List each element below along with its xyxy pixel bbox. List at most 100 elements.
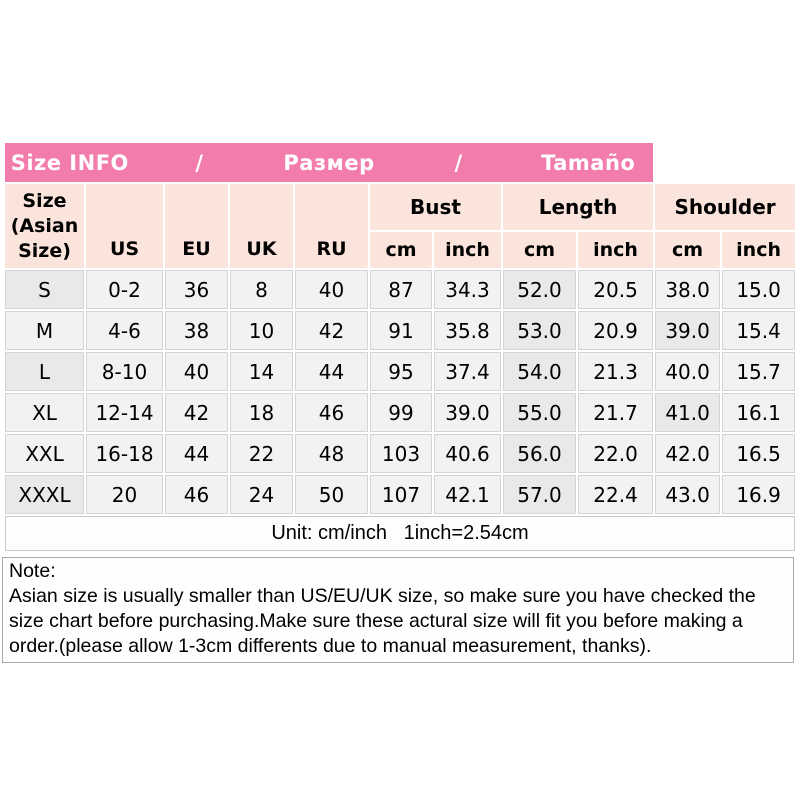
cell-uk: 8 [230, 270, 293, 309]
subheader-length-cm: cm [503, 232, 576, 268]
banner-titles: Size INFO / Размер / Tamaño [5, 143, 653, 182]
cell-eu: 42 [165, 393, 228, 432]
cell-uk: 14 [230, 352, 293, 391]
group-header-row: Size (Asian Size) US EU UK RU Bust Lengt… [5, 184, 796, 268]
unit-header-row: cm inch cm inch cm inch [5, 232, 796, 268]
cell-bust-inch: 37.4 [434, 352, 501, 391]
cell-uk: 24 [230, 475, 293, 514]
cell-ru: 46 [295, 393, 368, 432]
subheader-shoulder-inch: inch [722, 232, 796, 268]
cell-size: S [5, 270, 84, 309]
group-header-bust: Bust [370, 184, 501, 230]
group-header-shoulder: Shoulder [655, 184, 796, 230]
cell-uk: 18 [230, 393, 293, 432]
cell-length-cm: 56.0 [503, 434, 576, 473]
cell-us: 0-2 [86, 270, 163, 309]
cell-us: 12-14 [86, 393, 163, 432]
cell-shoulder-inch: 16.5 [722, 434, 796, 473]
cell-eu: 40 [165, 352, 228, 391]
size-row-s: S 0-2 36 8 40 87 34.3 52.0 20.5 38.0 15.… [5, 270, 796, 309]
size-row-l: L 8-10 40 14 44 95 37.4 54.0 21.3 40.0 1… [5, 352, 796, 391]
column-header-us: US [86, 184, 163, 268]
cell-shoulder-cm: 43.0 [655, 475, 721, 514]
cell-ru: 42 [295, 311, 368, 350]
banner-row: Size INFO / Размер / Tamaño [5, 143, 796, 182]
cell-shoulder-inch: 15.4 [722, 311, 796, 350]
cell-bust-cm: 91 [370, 311, 432, 350]
subheader-bust-cm: cm [370, 232, 432, 268]
cell-bust-inch: 34.3 [434, 270, 501, 309]
cell-eu: 36 [165, 270, 228, 309]
cell-ru: 50 [295, 475, 368, 514]
note-title: Note: [9, 560, 56, 582]
cell-length-inch: 22.4 [578, 475, 654, 514]
cell-bust-inch: 39.0 [434, 393, 501, 432]
banner-separator: / [195, 150, 204, 175]
cell-uk: 10 [230, 311, 293, 350]
cell-eu: 44 [165, 434, 228, 473]
banner: Size INFO / Размер / Tamaño [5, 143, 654, 182]
note-body: Asian size is usually smaller than US/EU… [9, 585, 756, 657]
cell-bust-inch: 42.1 [434, 475, 501, 514]
cell-us: 4-6 [86, 311, 163, 350]
cell-ru: 40 [295, 270, 368, 309]
cell-length-cm: 53.0 [503, 311, 576, 350]
cell-shoulder-inch: 15.7 [722, 352, 796, 391]
cell-eu: 38 [165, 311, 228, 350]
cell-length-cm: 55.0 [503, 393, 576, 432]
subheader-bust-inch: inch [434, 232, 501, 268]
cell-shoulder-cm: 41.0 [655, 393, 721, 432]
cell-shoulder-cm: 42.0 [655, 434, 721, 473]
column-header-eu: EU [165, 184, 228, 268]
cell-length-inch: 21.3 [578, 352, 654, 391]
size-row-m: M 4-6 38 10 42 91 35.8 53.0 20.9 39.0 15… [5, 311, 796, 350]
banner-title-es: Tamaño [541, 150, 636, 175]
cell-shoulder-inch: 15.0 [722, 270, 796, 309]
banner-title-en: Size INFO [10, 150, 129, 175]
size-row-xl: XL 12-14 42 18 46 99 39.0 55.0 21.7 41.0… [5, 393, 796, 432]
cell-shoulder-inch: 16.1 [722, 393, 796, 432]
cell-length-inch: 20.5 [578, 270, 654, 309]
banner-title-ru: Размер [283, 150, 375, 175]
cell-us: 16-18 [86, 434, 163, 473]
subheader-length-inch: inch [578, 232, 654, 268]
cell-size: L [5, 352, 84, 391]
cell-size: M [5, 311, 84, 350]
column-header-uk: UK [230, 184, 293, 268]
cell-size: XL [5, 393, 84, 432]
cell-length-inch: 22.0 [578, 434, 654, 473]
column-header-ru: RU [295, 184, 368, 268]
unit-row: Unit: cm/inch 1inch=2.54cm [5, 516, 796, 551]
note-box: Note: Asian size is usually smaller than… [2, 557, 794, 663]
cell-bust-inch: 40.6 [434, 434, 501, 473]
cell-uk: 22 [230, 434, 293, 473]
size-row-xxl: XXL 16-18 44 22 48 103 40.6 56.0 22.0 42… [5, 434, 796, 473]
cell-shoulder-cm: 38.0 [655, 270, 721, 309]
cell-ru: 48 [295, 434, 368, 473]
banner-empty-area [655, 143, 796, 182]
cell-bust-inch: 35.8 [434, 311, 501, 350]
cell-ru: 44 [295, 352, 368, 391]
cell-shoulder-cm: 40.0 [655, 352, 721, 391]
cell-bust-cm: 95 [370, 352, 432, 391]
unit-note: Unit: cm/inch 1inch=2.54cm [5, 516, 796, 551]
cell-us: 8-10 [86, 352, 163, 391]
cell-shoulder-cm: 39.0 [655, 311, 721, 350]
cell-eu: 46 [165, 475, 228, 514]
cell-bust-cm: 107 [370, 475, 432, 514]
cell-bust-cm: 99 [370, 393, 432, 432]
cell-length-inch: 21.7 [578, 393, 654, 432]
cell-bust-cm: 87 [370, 270, 432, 309]
cell-us: 20 [86, 475, 163, 514]
size-row-xxxl: XXXL 20 46 24 50 107 42.1 57.0 22.4 43.0… [5, 475, 796, 514]
cell-bust-cm: 103 [370, 434, 432, 473]
cell-length-cm: 54.0 [503, 352, 576, 391]
size-chart-table: Size INFO / Размер / Tamaño Size (Asian … [3, 141, 797, 553]
cell-size: XXXL [5, 475, 84, 514]
group-header-length: Length [503, 184, 654, 230]
banner-separator: / [454, 150, 463, 175]
cell-length-inch: 20.9 [578, 311, 654, 350]
cell-size: XXL [5, 434, 84, 473]
cell-length-cm: 52.0 [503, 270, 576, 309]
